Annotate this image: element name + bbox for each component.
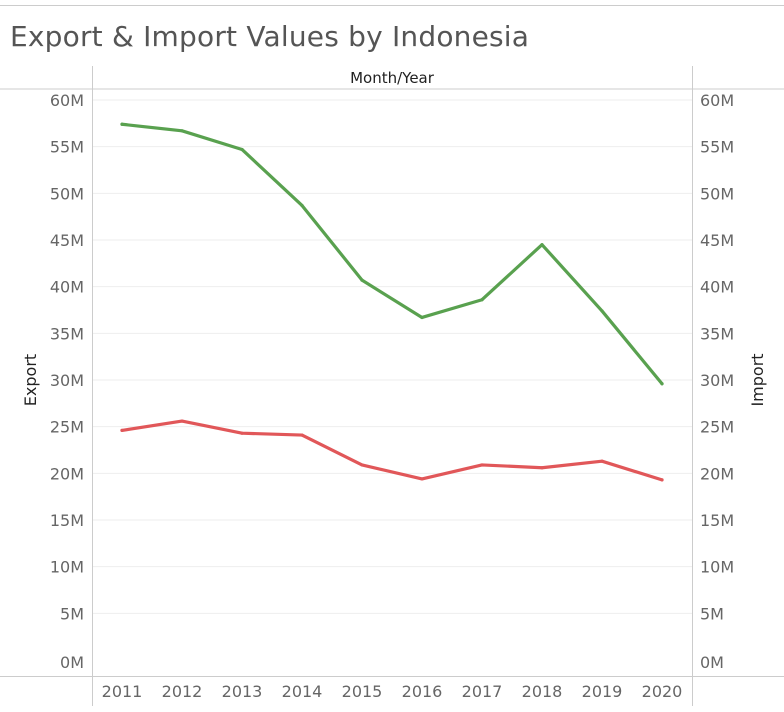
data-point-export [180,129,184,133]
x-tick-label: 2012 [162,682,203,701]
x-tick-label: 2016 [402,682,443,701]
data-point-export [600,309,604,313]
x-tick-label: 2015 [342,682,383,701]
data-point-import [600,459,604,463]
y-tick-label-left: 30M [50,371,84,390]
x-tick-label: 2017 [462,682,503,701]
y-ticks-left: 0M 5M 10M 15M 20M 25M 30M 35M 40M 45M 50M 55M 60M [50,91,84,672]
y-tick-label-right: 50M [700,184,734,203]
y-axis-title-left: Export [21,354,40,406]
y-tick-label-left: 45M [50,231,84,250]
y-tick-label-left: 40M [50,278,84,297]
data-point-export [480,298,484,302]
y-tick-label-left: 10M [50,558,84,577]
x-tick-label: 2018 [522,682,563,701]
chart-title: Export & Import Values by Indonesia [10,20,530,53]
y-tick-label-left: 60M [50,91,84,110]
data-point-export [240,147,244,152]
x-tick-label: 2013 [222,682,263,701]
data-point-export [420,315,424,320]
y-tick-label-right: 25M [700,418,734,437]
y-tick-label-right: 40M [700,278,734,297]
series-lines [120,122,664,482]
data-point-export [660,382,664,386]
y-tick-label-left: 5M [60,604,84,623]
data-point-import [300,433,304,437]
y-tick-label-right: 55M [700,138,734,157]
data-point-export [360,278,364,282]
data-point-import [120,428,124,432]
y-tick-label-right: 30M [700,371,734,390]
series-line-export [120,122,664,386]
y-tick-label-right: 60M [700,91,734,110]
y-tick-label-left: 50M [50,184,84,203]
x-ticks: 2011 2012 2013 2014 2015 2016 2017 2018 2019 2020 [102,682,683,701]
y-tick-label-left: 25M [50,418,84,437]
gridlines [93,99,692,614]
x-tick-label: 2019 [582,682,623,701]
y-tick-label-left: 35M [50,324,84,343]
data-point-export [300,203,304,208]
data-point-import [540,466,544,470]
x-tick-label: 2020 [642,682,683,701]
header-title: Month/Year [350,69,435,87]
y-tick-label-left: 55M [50,138,84,157]
y-tick-label-left: 15M [50,511,84,530]
y-ticks-right: 0M 5M 10M 15M 20M 25M 30M 35M 40M 45M 50M 55M 60M [700,91,734,672]
data-point-import [480,463,484,467]
y-axis-title-right: Import [748,353,767,406]
y-tick-label-right: 45M [700,231,734,250]
data-point-import [420,477,424,481]
data-point-import [180,419,184,423]
y-tick-label-right: 15M [700,511,734,530]
y-tick-label-left: 0M [60,653,84,672]
y-tick-label-right: 0M [700,653,724,672]
top-divider [0,5,784,6]
y-tick-label-left: 20M [50,464,84,483]
y-tick-label-right: 5M [700,604,724,623]
y-tick-label-right: 10M [700,558,734,577]
series-line-import [120,419,664,482]
data-point-export [120,122,124,126]
data-point-import [240,431,244,435]
x-tick-label: 2014 [282,682,323,701]
x-tick-label: 2011 [102,682,143,701]
data-point-import [360,463,364,467]
y-tick-label-right: 35M [700,324,734,343]
y-tick-label-right: 20M [700,464,734,483]
data-point-import [660,478,664,482]
data-point-export [540,243,544,247]
